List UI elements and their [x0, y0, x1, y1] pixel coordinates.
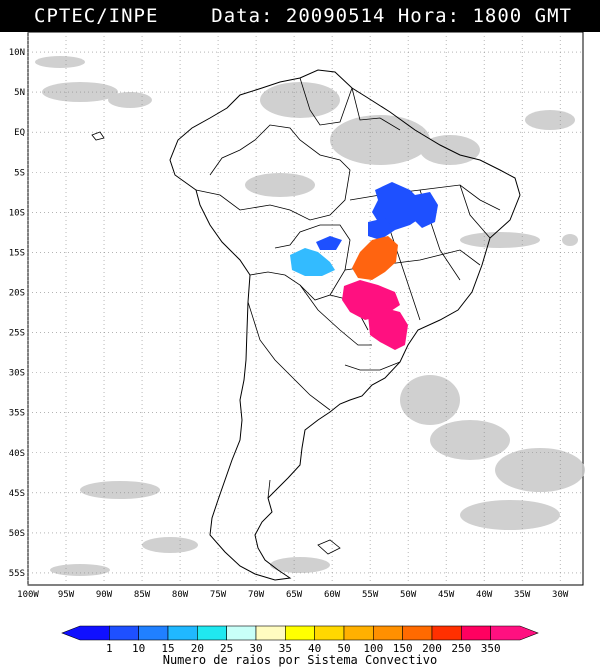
- colorbar-label: 20: [191, 642, 204, 652]
- colorbar-label: 10: [132, 642, 145, 652]
- colorbar-swatch: [343, 625, 374, 641]
- lon-label: 55W: [362, 590, 379, 600]
- colorbar-label: 30: [249, 642, 262, 652]
- latitude-labels: 10N 5N EQ 5S 10S 15S 20S 25S 30S 35S 40S 45S 50S 55S: [9, 48, 25, 579]
- colorbar-swatch: [138, 625, 169, 641]
- colorbar-labels: 1 10 15 20 25 30 35 40 50 100 150 200 250 350: [106, 642, 501, 652]
- convective-system-blue-2: [412, 192, 438, 228]
- lon-label: 95W: [58, 590, 75, 600]
- colorbar-swatch: [373, 625, 403, 641]
- colorbar-label: 40: [308, 642, 321, 652]
- colorbar-swatch: [402, 625, 433, 641]
- convective-system-blue-1: [372, 182, 425, 230]
- lon-label: 50W: [400, 590, 417, 600]
- colorbar-swatch: [431, 625, 462, 641]
- lat-label: 10S: [9, 208, 25, 218]
- longitude-labels: 100W 95W 90W 85W 80W 75W 70W 65W 60W 55W 50W 45W 40W…: [17, 590, 569, 600]
- lon-label: 40W: [476, 590, 493, 600]
- lat-label: 5N: [14, 88, 25, 98]
- colorbar-label: 200: [422, 642, 442, 652]
- lat-label: 10N: [9, 48, 25, 58]
- colorbar-swatch: [461, 625, 491, 641]
- colorbar-swatch: [255, 625, 286, 641]
- gridlines: [27, 32, 583, 585]
- header-bar: CPTEC/INPE Data: 20090514 Hora: 1800 GMT: [0, 0, 600, 32]
- convective-systems: [290, 182, 438, 350]
- colorbar-swatch: [285, 625, 315, 641]
- lightning-map: 10N5NEQ5S10S15S20S25S30S35S40S45S50S55S …: [9, 31, 585, 600]
- lon-label: 60W: [324, 590, 341, 600]
- colorbar-swatch: [167, 625, 198, 641]
- colorbar-label: 50: [337, 642, 350, 652]
- lat-label: 55S: [9, 569, 25, 579]
- lat-label: 25S: [9, 329, 25, 339]
- lon-label: 100W: [17, 590, 39, 600]
- cloud-cover: [35, 56, 585, 576]
- convective-system-magenta-2: [368, 308, 408, 350]
- convective-system-light-blue: [290, 248, 335, 276]
- lat-label: 35S: [9, 409, 25, 419]
- convective-system-orange: [352, 236, 398, 280]
- colorbar-swatch: [490, 625, 539, 641]
- lat-label: 15S: [9, 248, 25, 258]
- lon-label: 70W: [248, 590, 265, 600]
- colorbar-swatch: [197, 625, 227, 641]
- colorbar-label: 15: [161, 642, 174, 652]
- lon-label: 45W: [438, 590, 455, 600]
- colorbar-swatch: [61, 625, 110, 641]
- islands: [91, 131, 341, 555]
- lon-label: 85W: [134, 590, 151, 600]
- convective-system-blue-3: [368, 218, 395, 240]
- lat-label: 30S: [9, 369, 25, 379]
- colorbar-label: 100: [363, 642, 383, 652]
- colorbar-label: 250: [451, 642, 471, 652]
- lon-label: 65W: [286, 590, 303, 600]
- colorbar-swatch: [314, 625, 345, 641]
- colorbar-caption: Numero de raios por Sistema Convectivo: [162, 653, 438, 667]
- lat-label: 5S: [14, 168, 25, 178]
- convective-system-blue-4: [316, 236, 342, 250]
- lat-label: EQ: [14, 128, 25, 138]
- colorbar-swatches: [61, 625, 539, 641]
- lat-label: 40S: [9, 449, 25, 459]
- colorbar-label: 25: [220, 642, 233, 652]
- colorbar-label: 350: [481, 642, 501, 652]
- lon-label: 90W: [96, 590, 113, 600]
- colorbar-label: 150: [393, 642, 413, 652]
- colorbar: 1 10 15 20 25 30 35 40 50 100 150 200 250 350: [61, 625, 539, 652]
- lon-label: 75W: [210, 590, 227, 600]
- colorbar-swatch: [226, 625, 257, 641]
- lat-label: 45S: [9, 489, 25, 499]
- lon-label: 80W: [172, 590, 189, 600]
- lat-label: 20S: [9, 288, 25, 298]
- source-label: CPTEC/INPE: [34, 5, 159, 27]
- colorbar-label: 1: [106, 642, 113, 652]
- lat-label: 50S: [9, 529, 25, 539]
- datetime-label: Data: 20090514 Hora: 1800 GMT: [211, 5, 572, 27]
- lon-label: 30W: [552, 590, 569, 600]
- colorbar-label: 35: [279, 642, 292, 652]
- lon-label: 35W: [514, 590, 531, 600]
- south-america-coastline: [169, 69, 521, 581]
- colorbar-swatch: [109, 625, 139, 641]
